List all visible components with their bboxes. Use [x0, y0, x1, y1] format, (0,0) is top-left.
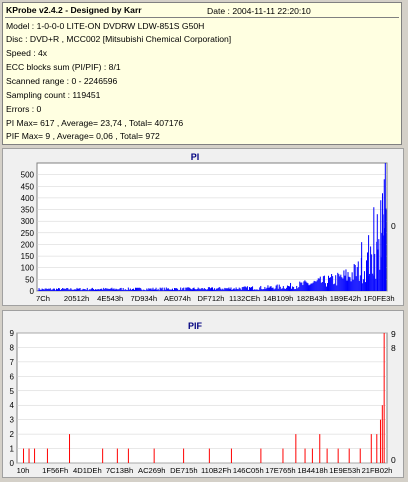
pi-x-tick: 1132CEh: [229, 294, 260, 303]
pif-x-tick: 1F56Fh: [42, 466, 68, 475]
pif-y-tick: 6: [10, 372, 15, 381]
pif-y-tick: 4: [10, 401, 15, 410]
pif-x-tick: 1B4418h: [297, 466, 327, 475]
pi-x-tick: 7Ch: [36, 294, 50, 303]
pi-y-tick: 400: [21, 194, 35, 203]
pif-x-tick: 4D1DEh: [73, 466, 102, 475]
pi-plot-area: [36, 162, 388, 292]
pi-y-tick: 200: [21, 240, 35, 249]
pif-x-tick: 21FB02h: [362, 466, 393, 475]
pi-y-tick: 350: [21, 206, 35, 215]
pi-x-tick: 1F0FE3h: [363, 294, 394, 303]
info-errors: Errors : 0: [6, 104, 42, 114]
pi-y-tick: 500: [21, 171, 35, 180]
pif-x-tick: 10h: [17, 466, 30, 475]
pif-y-tick: 1: [10, 445, 15, 454]
pi-x-tick: DF712h: [197, 294, 224, 303]
pi-y-tick: 250: [21, 229, 35, 238]
pif-x-tick: 17E765h: [265, 466, 295, 475]
pi-y-tick: 0: [30, 287, 35, 296]
pif-x-tick: 1E9E53h: [329, 466, 360, 475]
pif-y-tick: 9: [10, 329, 15, 338]
pif-x-tick: DE715h: [170, 466, 197, 475]
pif-right-label-mid: 8: [391, 343, 396, 353]
pi-chart-title: PI: [191, 152, 200, 162]
pif-chart-title: PIF: [188, 321, 203, 331]
pi-y-tick: 100: [21, 264, 35, 273]
pif-chart: PIF 0 1 2 3 4 5 6 7 8 9 10h 1F56Fh 4D1DEh 7C13Bh AC26…: [10, 321, 396, 475]
pi-chart: PI 0 50 100 150 200 250 300 350 400 450 500 7Ch 205…: [21, 152, 396, 303]
pif-right-label-bottom: 0: [391, 455, 396, 465]
pi-x-tick: 14B109h: [263, 294, 293, 303]
title-divider: [5, 17, 399, 18]
info-model: Model : 1-0-0-0 LITE-ON DVDRW LDW-851S G…: [6, 21, 205, 31]
info-speed: Speed : 4x: [6, 48, 48, 58]
pi-y-tick: 50: [25, 275, 34, 284]
pi-x-tick: 20512h: [64, 294, 89, 303]
pi-right-label: 0: [391, 221, 396, 231]
info-sampling: Sampling count : 119451: [6, 90, 101, 100]
pif-y-tick: 5: [10, 387, 15, 396]
pif-y-tick: 8: [10, 343, 15, 352]
pi-x-tick: 7D934h: [130, 294, 157, 303]
pif-right-label-top: 9: [391, 329, 396, 339]
pif-y-tick: 2: [10, 430, 15, 439]
pif-chart-panel: PIF 0 1 2 3 4 5 6 7 8 9 10h 1F56Fh 4D1DEh 7C13Bh AC26…: [2, 310, 404, 478]
pif-x-tick: 7C13Bh: [106, 466, 133, 475]
info-disc: Disc : DVD+R , MCC002 [Mitsubishi Chemic…: [6, 34, 232, 44]
pif-plot-area: [16, 332, 388, 464]
app-title: KProbe v2.4.2 - Designed by Karr: [6, 5, 142, 15]
pi-y-tick: 150: [21, 252, 35, 261]
pif-y-tick: 0: [10, 459, 15, 468]
info-ecc: ECC blocks sum (PI/PIF) : 8/1: [6, 62, 121, 72]
pi-x-tick: 4E543h: [97, 294, 123, 303]
pi-y-tick: 450: [21, 182, 35, 191]
pif-x-tick: 146C05h: [233, 466, 264, 475]
info-pif: PIF Max= 9 , Average= 0,06 , Total= 972: [6, 131, 160, 141]
pif-x-tick: 110B2Fh: [201, 466, 231, 475]
pi-chart-panel: PI 0 50 100 150 200 250 300 350 400 450 500 7Ch 205…: [2, 148, 404, 306]
info-pi: PI Max= 617 , Average= 23,74 , Total= 40…: [6, 118, 184, 128]
pif-x-tick: AC269h: [138, 466, 165, 475]
pif-y-tick: 7: [10, 358, 15, 367]
pi-x-tick: 182B43h: [297, 294, 327, 303]
pi-x-tick: 1B9E42h: [330, 294, 361, 303]
pi-y-tick: 300: [21, 217, 35, 226]
info-range: Scanned range : 0 - 2246596: [6, 76, 118, 86]
scan-date: Date : 2004-11-11 22:20:10: [207, 6, 311, 16]
pi-x-tick: AE074h: [164, 294, 191, 303]
pif-y-tick: 3: [10, 416, 15, 425]
info-panel: KProbe v2.4.2 - Designed by Karr Date : …: [2, 2, 402, 145]
